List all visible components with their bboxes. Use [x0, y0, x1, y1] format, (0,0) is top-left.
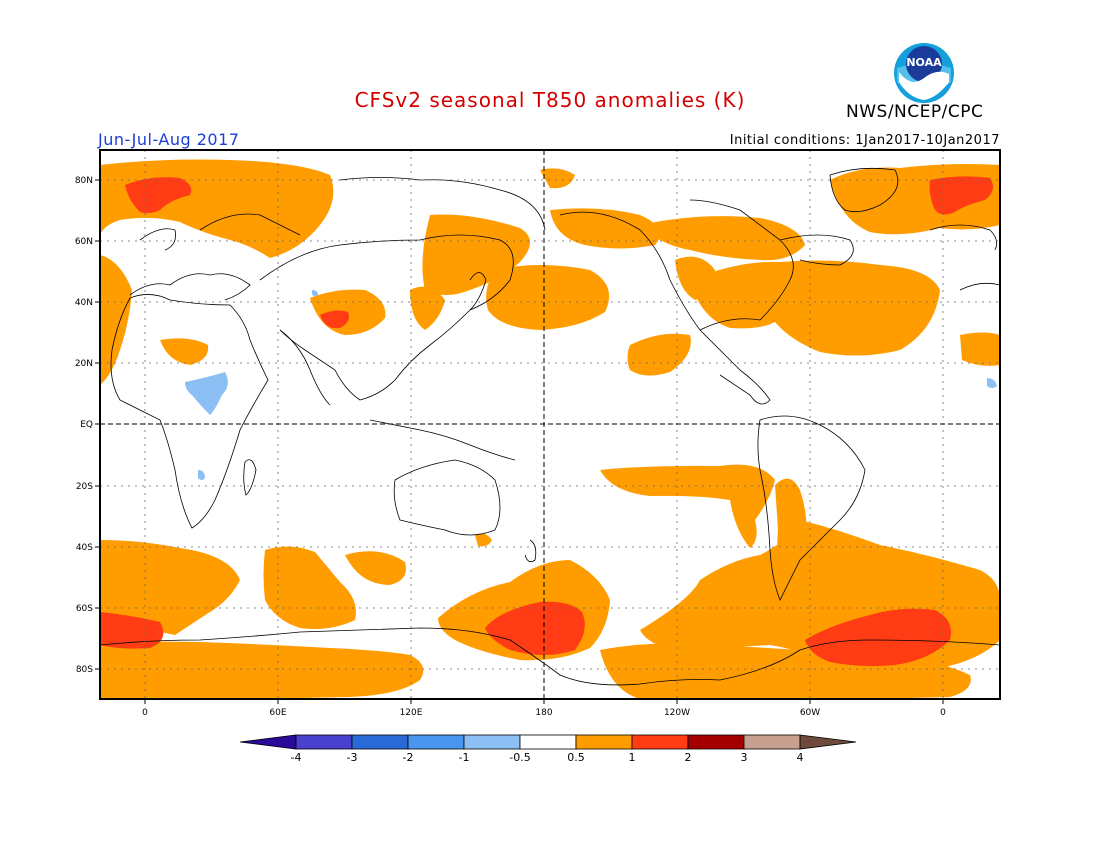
colorbar-label: -3 — [347, 751, 358, 764]
colorbar-left-arrow — [239, 734, 297, 750]
colorbar-label: -2 — [403, 751, 414, 764]
colorbar-label: 0.5 — [567, 751, 585, 764]
lon-label: 0 — [940, 708, 946, 718]
map-title: CFSv2 seasonal T850 anomalies (K) — [354, 88, 746, 112]
anomaly-negative-weak — [185, 290, 997, 480]
colorbar-box — [295, 734, 353, 750]
colorbar-right-arrow — [799, 734, 857, 750]
colorbar-label: 2 — [685, 751, 692, 764]
colorbar-label: -4 — [291, 751, 302, 764]
lon-label: 60E — [269, 708, 286, 718]
colorbar-box — [743, 734, 801, 750]
lon-label: 60W — [800, 708, 820, 718]
colorbar-box — [351, 734, 409, 750]
colorbar-box — [519, 734, 577, 750]
colorbar-label: -0.5 — [509, 751, 530, 764]
colorbar-box — [631, 734, 689, 750]
lat-label: 60S — [76, 604, 93, 614]
lon-label: 120E — [400, 708, 423, 718]
lat-label: 40N — [75, 298, 93, 308]
lat-label: 80N — [75, 176, 93, 186]
reference-lines — [100, 150, 1000, 699]
anomaly-fields — [100, 159, 1000, 699]
season-label: Jun-Jul-Aug 2017 — [98, 130, 240, 149]
anomaly-positive-strong — [100, 176, 994, 666]
agency-label: NWS/NCEP/CPC — [846, 102, 984, 122]
lat-label: 40S — [76, 543, 93, 553]
logo-text: NOAA — [906, 56, 942, 69]
coastlines — [100, 167, 1000, 686]
longitude-labels: 0 60E 120E 180 120W 60W 0 — [142, 708, 946, 718]
colorbar-label: 4 — [797, 751, 804, 764]
colorbar: -4 -3 -2 -1 -0.5 0.5 1 2 3 4 — [239, 734, 857, 764]
lat-label: 60N — [75, 237, 93, 247]
lat-label: EQ — [80, 420, 93, 430]
lat-label: 80S — [76, 665, 93, 675]
lon-label: 0 — [142, 708, 148, 718]
colorbar-box — [463, 734, 521, 750]
colorbar-box — [575, 734, 633, 750]
lon-label: 120W — [664, 708, 690, 718]
colorbar-label: -1 — [459, 751, 470, 764]
colorbar-label: 1 — [629, 751, 636, 764]
noaa-logo: NOAA — [894, 43, 954, 103]
lat-label: 20S — [76, 482, 93, 492]
tick-marks — [95, 179, 944, 704]
lat-label: 20N — [75, 359, 93, 369]
latitude-labels: 80N 60N 40N 20N EQ 20S 40S 60S 80S — [75, 176, 93, 675]
initial-conditions-label: Initial conditions: 1Jan2017-10Jan2017 — [729, 133, 1000, 148]
colorbar-label: 3 — [741, 751, 748, 764]
colorbar-box — [407, 734, 465, 750]
lon-label: 180 — [535, 708, 552, 718]
colorbar-box — [687, 734, 745, 750]
